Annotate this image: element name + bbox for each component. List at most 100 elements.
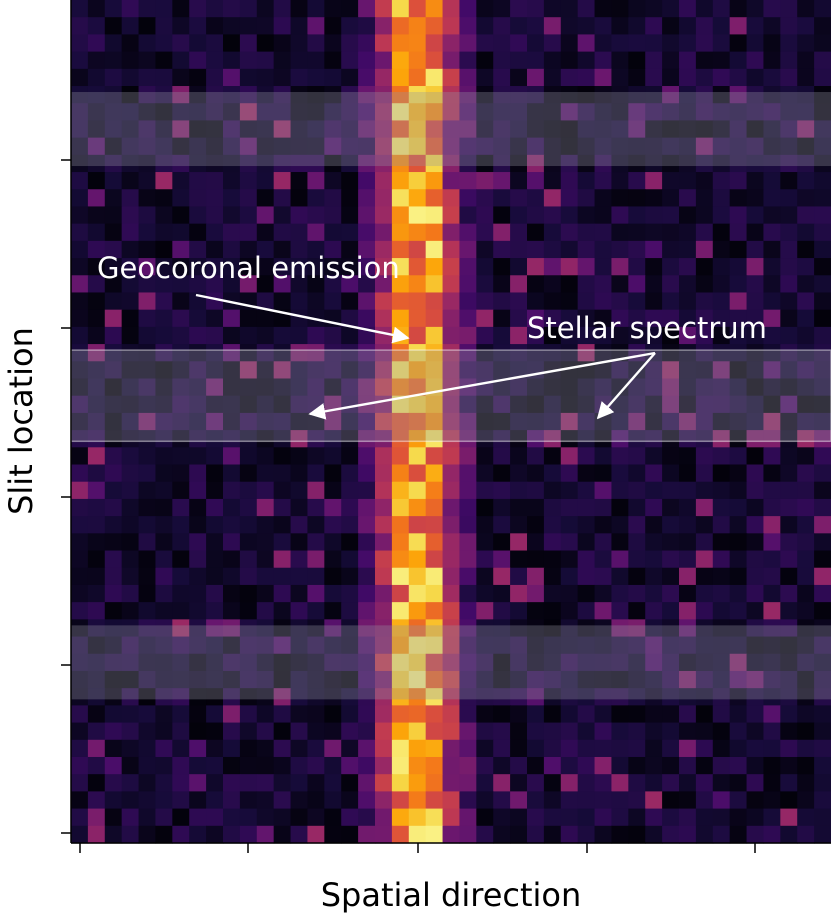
heatmap-cell: [476, 206, 494, 225]
heatmap-cell: [459, 447, 477, 466]
heatmap-cell: [290, 206, 309, 225]
heatmap-cell: [594, 705, 613, 724]
heatmap-cell: [712, 258, 731, 276]
heatmap-cell: [712, 774, 731, 792]
heatmap-cell: [510, 17, 528, 35]
heatmap-cell: [324, 17, 342, 35]
heatmap-cell: [375, 309, 393, 328]
heatmap-cell: [560, 516, 579, 534]
heatmap-cell: [104, 68, 123, 87]
heatmap-cell: [628, 774, 646, 792]
heatmap-cell: [493, 395, 511, 414]
heatmap-cell: [172, 412, 190, 431]
heatmap-cell: [71, 206, 89, 225]
heatmap-cell: [493, 447, 511, 466]
heatmap-cell: [510, 516, 528, 534]
heatmap-cell: [87, 447, 106, 466]
heatmap-cell: [543, 808, 562, 827]
heatmap-cell: [189, 825, 207, 844]
heatmap-cell: [121, 412, 140, 431]
heatmap-cell: [594, 567, 613, 586]
heatmap-cell: [408, 602, 427, 620]
heatmap-cell: [104, 498, 123, 517]
heatmap-cell: [71, 120, 89, 139]
heatmap-cell: [577, 584, 596, 603]
heatmap-cell: [662, 567, 680, 586]
heatmap-cell: [594, 670, 613, 689]
heatmap-cell: [628, 533, 646, 552]
heatmap-cell: [239, 688, 258, 706]
heatmap-cell: [560, 722, 579, 741]
heatmap-cell: [256, 670, 275, 689]
heatmap-cell: [662, 172, 680, 190]
heatmap-cell: [510, 756, 528, 775]
heatmap-cell: [375, 739, 393, 758]
heatmap-cell: [459, 722, 477, 741]
heatmap-cell: [527, 498, 545, 517]
heatmap-cell: [611, 756, 629, 775]
heatmap-cell: [746, 120, 765, 139]
heatmap-cell: [358, 498, 376, 517]
heatmap-cell: [391, 447, 410, 466]
heatmap-cell: [290, 550, 309, 569]
heatmap-cell: [594, 206, 613, 225]
heatmap-cell: [442, 602, 461, 620]
heatmap-cell: [206, 516, 224, 534]
heatmap-cell: [358, 275, 376, 294]
heatmap-cell: [645, 172, 663, 190]
heatmap-cell: [87, 240, 106, 259]
heatmap-cell: [71, 412, 89, 431]
heatmap-cell: [391, 430, 410, 448]
heatmap-cell: [628, 808, 646, 827]
heatmap-cell: [391, 172, 410, 190]
heatmap-cell: [594, 344, 613, 362]
heatmap-cell: [341, 688, 359, 706]
heatmap-cell: [645, 808, 663, 827]
heatmap-cell: [577, 154, 596, 173]
heatmap-cell: [510, 361, 528, 380]
heatmap-cell: [780, 378, 798, 397]
heatmap-cell: [628, 464, 646, 483]
heatmap-cell: [780, 825, 798, 844]
heatmap-cell: [476, 516, 494, 534]
heatmap-cell: [324, 567, 342, 586]
heatmap-cell: [239, 120, 258, 139]
heatmap-cell: [814, 17, 831, 35]
heatmap-cell: [712, 0, 731, 18]
heatmap-cell: [442, 51, 461, 70]
heatmap-cell: [611, 223, 629, 242]
heatmap-cell: [256, 705, 275, 724]
heatmap-cell: [679, 705, 697, 724]
heatmap-cell: [104, 825, 123, 844]
heatmap-cell: [780, 722, 798, 741]
heatmap-cell: [256, 154, 275, 173]
heatmap-cell: [104, 154, 123, 173]
heatmap-cell: [324, 602, 342, 620]
heatmap-cell: [611, 464, 629, 483]
heatmap-cell: [307, 825, 325, 844]
heatmap-cell: [679, 206, 697, 225]
heatmap-cell: [87, 86, 106, 104]
heatmap-cell: [324, 344, 342, 362]
heatmap-cell: [87, 154, 106, 173]
heatmap-cell: [729, 516, 748, 534]
heatmap-cell: [611, 17, 629, 35]
heatmap-cell: [560, 670, 579, 689]
heatmap-cell: [594, 0, 613, 18]
heatmap-cell: [459, 86, 477, 104]
heatmap-cell: [712, 120, 731, 139]
heatmap-cell: [712, 550, 731, 569]
heatmap-cell: [712, 653, 731, 672]
heatmap-cell: [391, 464, 410, 483]
heatmap-cell: [527, 412, 545, 431]
heatmap-cell: [577, 189, 596, 208]
heatmap-cell: [155, 739, 173, 758]
heatmap-cell: [138, 258, 157, 276]
heatmap-cell: [459, 619, 477, 638]
heatmap-cell: [797, 808, 815, 827]
heatmap-cell: [87, 791, 106, 810]
heatmap-cell: [594, 756, 613, 775]
heatmap-cell: [780, 550, 798, 569]
heatmap-cell: [273, 103, 292, 122]
heatmap-cell: [104, 412, 123, 431]
